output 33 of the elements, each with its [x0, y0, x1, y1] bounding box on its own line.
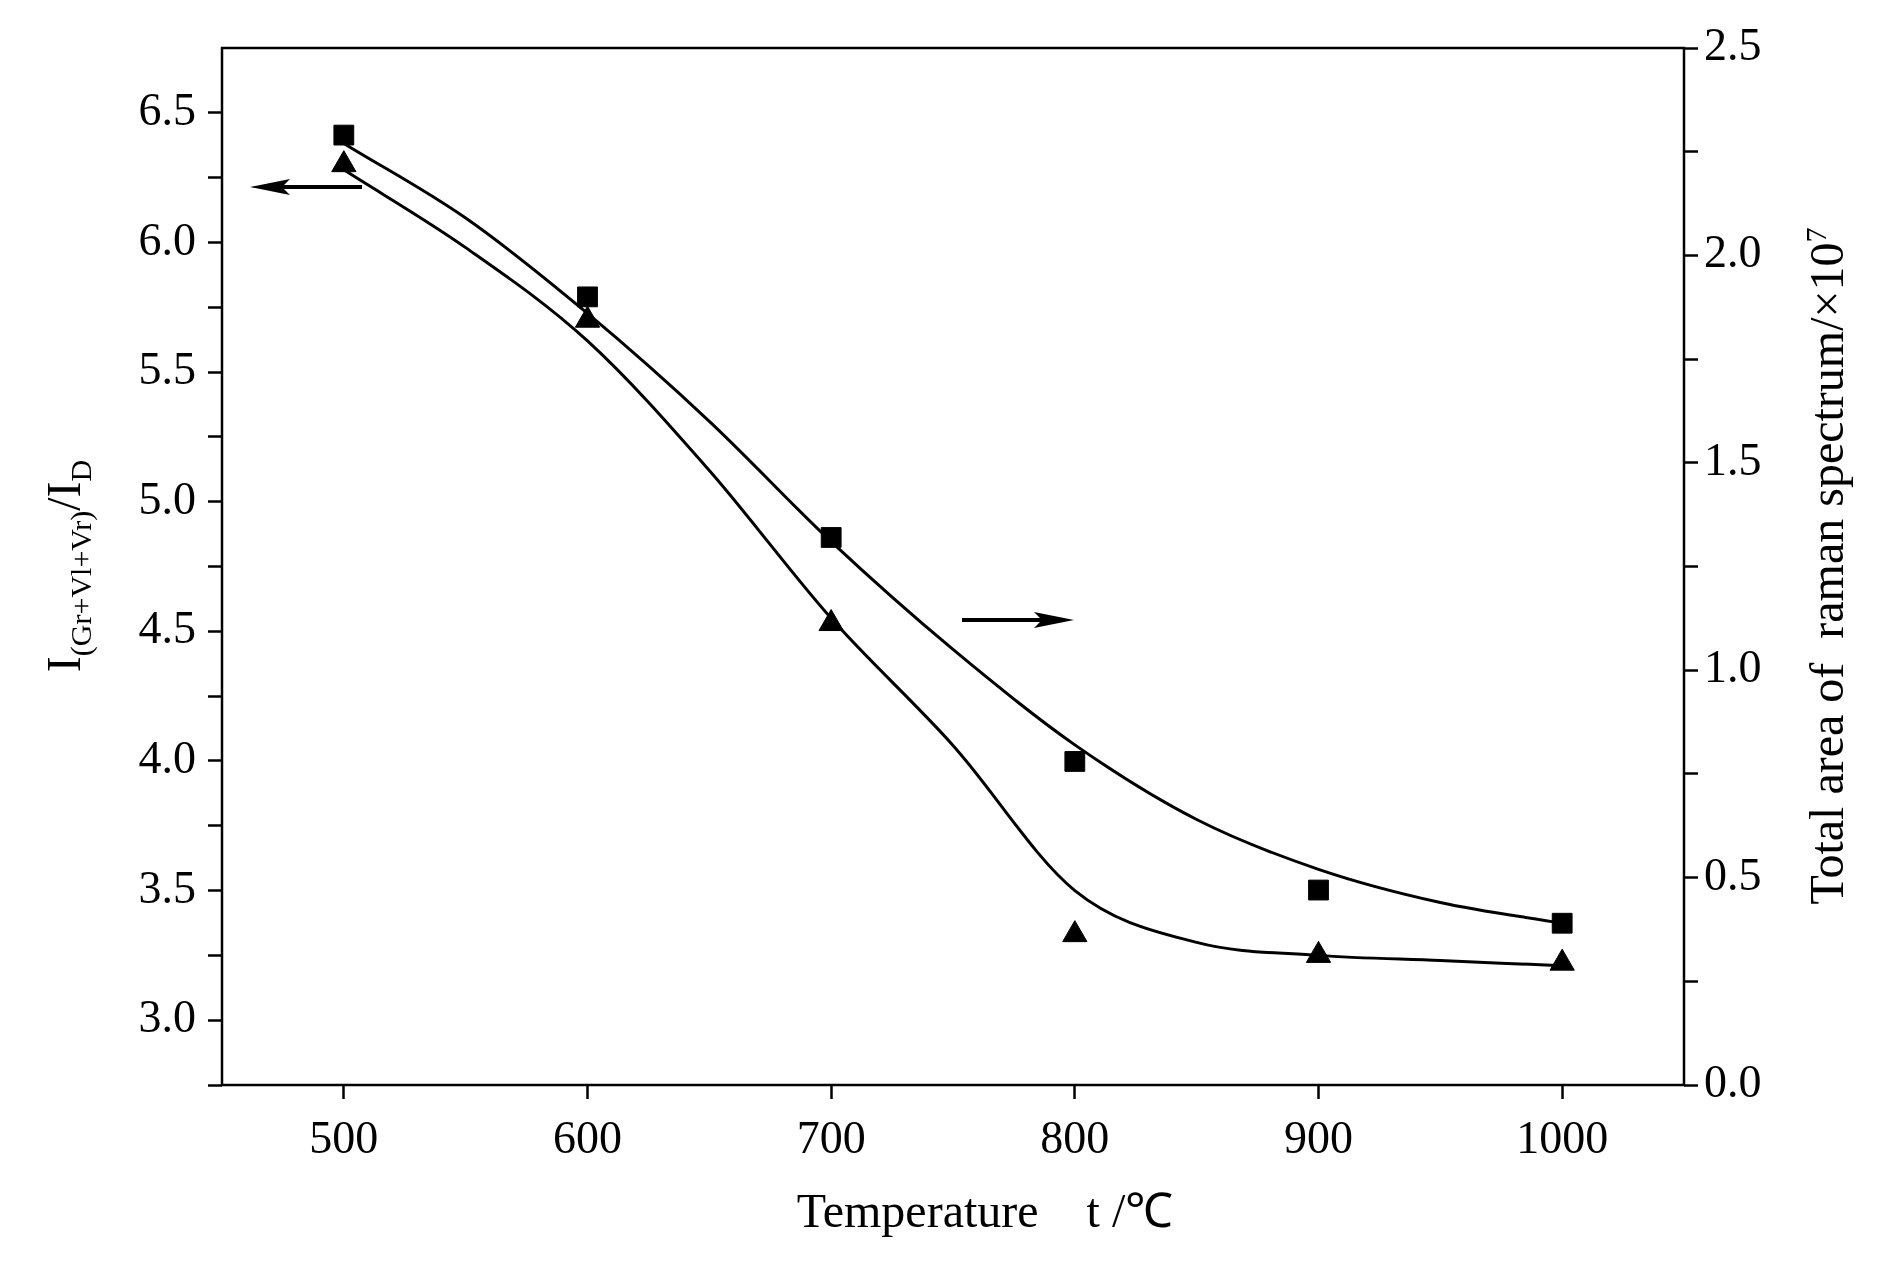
y2-tick-label: 0.0: [1704, 1056, 1762, 1108]
y-tick-label: 5.5: [138, 343, 196, 395]
y2-tick-label: 0.5: [1704, 848, 1762, 900]
y-tick-label: 3.0: [138, 991, 196, 1043]
x-tick-label: 700: [796, 1111, 866, 1163]
point: [1062, 920, 1088, 943]
y2-tick-label: 2.5: [1704, 19, 1762, 71]
y-tick-label: 3.5: [138, 861, 196, 913]
x-tick-label: 900: [1284, 1111, 1353, 1163]
point: [1308, 879, 1329, 901]
y2-tick-label: 2.0: [1704, 226, 1762, 278]
y-tick-label: 4.5: [138, 602, 196, 654]
y-tick-label: 4.0: [138, 732, 196, 784]
point: [333, 124, 355, 146]
point: [1305, 940, 1332, 963]
y-tick-label: 6.0: [138, 213, 196, 265]
point: [1551, 912, 1573, 934]
y-tick-label: 6.5: [138, 83, 196, 135]
point: [577, 286, 598, 308]
x-tick-label: 800: [1040, 1111, 1110, 1163]
point: [1064, 751, 1086, 772]
point: [331, 150, 357, 173]
point: [820, 527, 842, 548]
point: [1549, 948, 1575, 971]
point: [574, 305, 601, 328]
point: [818, 609, 844, 632]
y2-tick-label: 1.5: [1704, 433, 1762, 485]
x-axis-title: Temperature t /℃: [796, 1184, 1174, 1237]
x-tick-label: 1000: [1516, 1111, 1609, 1163]
y2-tick-label: 1.0: [1704, 641, 1762, 693]
y-tick-label: 5.0: [138, 472, 196, 524]
x-tick-label: 500: [309, 1111, 379, 1163]
x-tick-label: 600: [553, 1111, 622, 1163]
